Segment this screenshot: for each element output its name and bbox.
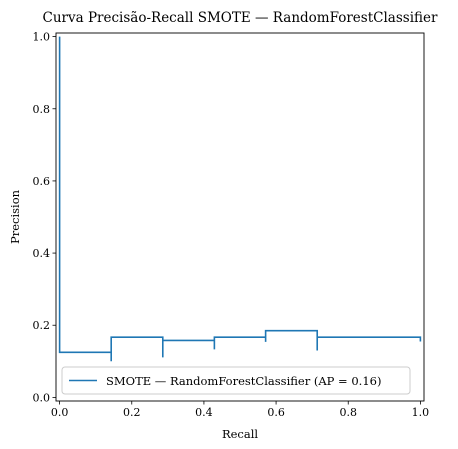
x-tick-label: 1.0 [412, 406, 430, 419]
axis-ticks: 0.0 0.2 0.4 0.6 0.8 1.0 0.0 0.2 0.4 0.6 0.8 1.0 [33, 31, 430, 419]
x-tick-label: 0.0 [51, 406, 69, 419]
y-tick-label: 0.0 [33, 391, 51, 404]
y-tick-label: 1.0 [33, 31, 51, 44]
y-tick-label: 0.2 [33, 319, 51, 332]
legend: SMOTE — RandomForestClassifier (AP = 0.1… [62, 367, 410, 394]
y-tick-label: 0.8 [33, 103, 51, 116]
x-tick-label: 0.4 [195, 406, 213, 419]
x-tick-label: 0.6 [267, 406, 285, 419]
series-lines [60, 37, 421, 362]
legend-entry-label: SMOTE — RandomForestClassifier (AP = 0.1… [106, 374, 381, 388]
series-line-0 [60, 37, 421, 362]
y-axis-label: Precision [8, 189, 22, 244]
x-tick-label: 0.2 [123, 406, 141, 419]
x-axis-label: Recall [222, 427, 258, 441]
y-tick-label: 0.4 [33, 247, 51, 260]
x-tick-label: 0.8 [339, 406, 357, 419]
y-tick-label: 0.6 [33, 175, 51, 188]
chart-title: Curva Precisão-Recall SMOTE — RandomFore… [43, 10, 438, 26]
